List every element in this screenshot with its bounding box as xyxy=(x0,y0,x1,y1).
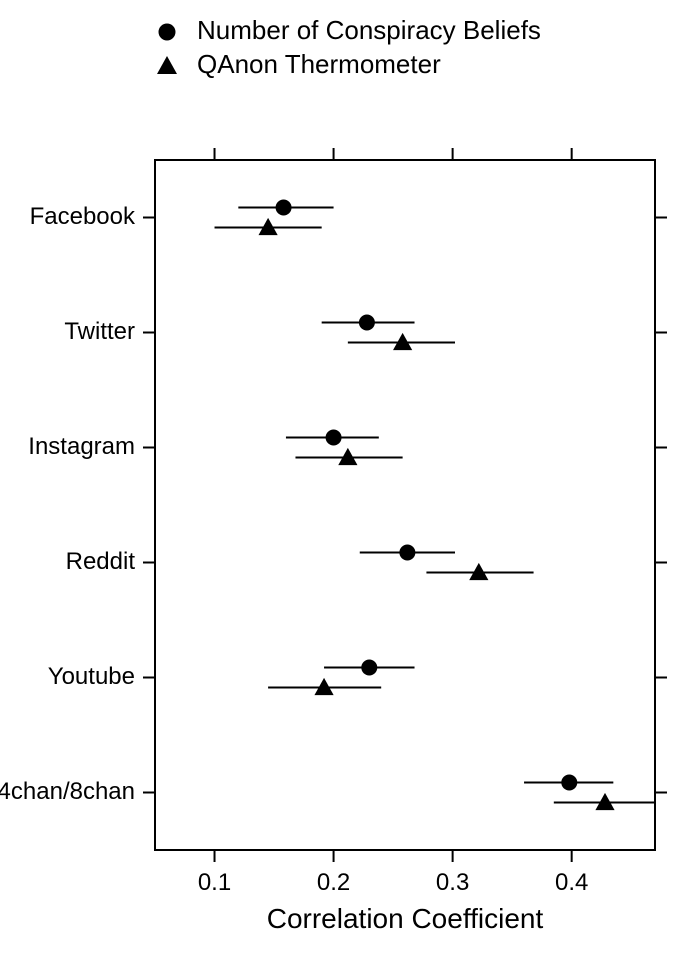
y-tick-label: Instagram xyxy=(28,433,135,460)
correlation-dot-plot: 0.1 0.2 0.3 0.4 Correlation Coefficient Faceb… xyxy=(0,0,685,955)
y-tick-label: 4chan/8chan xyxy=(0,778,135,805)
svg-text:0.3: 0.3 xyxy=(436,869,469,896)
y-tick-label: Facebook xyxy=(30,203,136,230)
svg-text:0.4: 0.4 xyxy=(555,869,588,896)
y-tick-label: Reddit xyxy=(66,548,136,575)
y-tick-label: Youtube xyxy=(48,663,135,690)
chart-container: 0.1 0.2 0.3 0.4 Correlation Coefficient Faceb… xyxy=(0,0,685,955)
legend-label: Number of Conspiracy Beliefs xyxy=(197,15,541,45)
legend-label: QAnon Thermometer xyxy=(197,49,441,79)
svg-text:0.1: 0.1 xyxy=(198,869,231,896)
svg-text:Correlation Coefficient: Correlation Coefficient xyxy=(267,903,544,934)
legend-item: QAnon Thermometer xyxy=(157,49,441,79)
legend-item: Number of Conspiracy Beliefs xyxy=(159,15,541,45)
svg-text:0.2: 0.2 xyxy=(317,869,350,896)
y-tick-label: Twitter xyxy=(64,318,135,345)
